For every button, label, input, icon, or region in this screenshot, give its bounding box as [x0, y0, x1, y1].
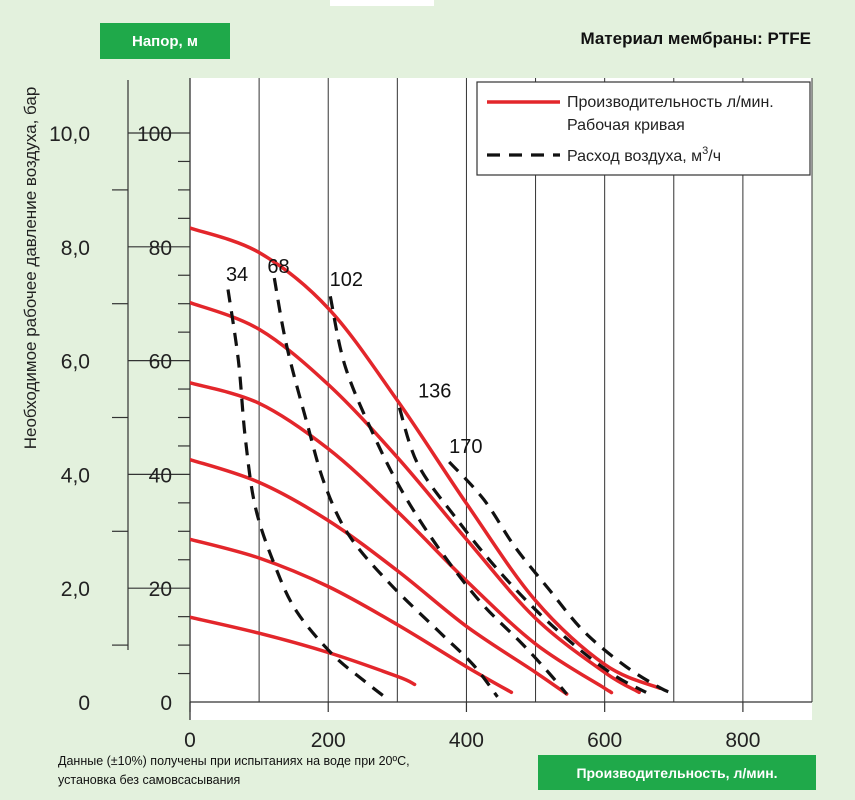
grid [258, 78, 813, 702]
performance-curve [190, 381, 614, 695]
head-tick-label: 20 [149, 578, 172, 601]
performance-curve [190, 457, 569, 696]
x-tick-label: 400 [449, 729, 484, 752]
air-pressure-tick-label: 10,0 [49, 123, 90, 146]
air-curve-label: 34 [226, 264, 248, 286]
air-consumption-curves [226, 277, 675, 700]
x-tick-label: 800 [725, 729, 760, 752]
air-pressure-tick-label: 0 [78, 692, 90, 715]
head-tick-label: 60 [149, 351, 172, 374]
air-consumption-curve [272, 277, 499, 698]
legend-air-sup: 3 [702, 145, 708, 157]
legend: Производительность л/мин. Рабочая кривая… [476, 81, 811, 176]
axis-ticks: 0 20 40 60 80 100 0 2,0 4,0 6,0 8,0 10,0 0 200 400 600 8… [49, 123, 760, 752]
air-curve-label: 136 [418, 381, 451, 403]
legend-air-label: Расход воздуха, м3/ч [567, 145, 721, 165]
x-tick-label: 200 [311, 729, 346, 752]
performance-curve [190, 615, 417, 687]
head-tick-label: 100 [137, 123, 172, 146]
head-tick-label: 0 [160, 692, 172, 715]
air-curve-labels: 34 68 102 136 170 [226, 256, 483, 458]
air-curve-label: 170 [449, 436, 482, 458]
note-line-1: Данные (±10%) получены при испытаниях на… [58, 754, 410, 768]
head-axis-badge: Напор, м [100, 23, 230, 59]
flow-axis-badge: Производительность, л/мин. [538, 755, 816, 790]
performance-curve [190, 300, 641, 695]
air-pressure-tick-label: 2,0 [61, 578, 90, 601]
air-pressure-tick-label: 6,0 [61, 351, 90, 374]
air-consumption-curve [448, 460, 675, 695]
performance-curve [190, 537, 514, 695]
top-strip [330, 0, 434, 6]
legend-performance-line2: Рабочая кривая [567, 117, 685, 134]
air-pressure-axis-title: Необходимое рабочее давление воздуха, ба… [21, 87, 40, 450]
air-pressure-tick-label: 8,0 [61, 237, 90, 260]
air-consumption-curve [328, 295, 568, 696]
air-curve-label: 102 [330, 269, 363, 291]
air-pressure-axis-title-group: Необходимое рабочее давление воздуха, ба… [21, 87, 40, 450]
legend-performance-line1: Производительность л/мин. [567, 94, 774, 111]
legend-box [476, 81, 811, 176]
note-line-2: установка без самовсасывания [58, 773, 241, 787]
membrane-material-title: Материал мембраны: PTFE [580, 29, 811, 48]
air-pressure-tick-label: 4,0 [61, 464, 90, 487]
head-tick-label: 40 [149, 464, 172, 487]
axes [127, 78, 812, 720]
x-tick-label: 600 [587, 729, 622, 752]
performance-curve [190, 226, 662, 691]
x-tick-label: 0 [184, 729, 196, 752]
test-conditions-note: Данные (±10%) получены при испытаниях на… [58, 752, 410, 790]
head-tick-label: 80 [149, 237, 172, 260]
legend-air-suffix: /ч [708, 148, 721, 165]
performance-curves [190, 226, 662, 696]
air-curve-label: 68 [267, 256, 289, 278]
legend-air-prefix: Расход воздуха, м [567, 148, 702, 165]
air-consumption-curve [226, 289, 388, 700]
